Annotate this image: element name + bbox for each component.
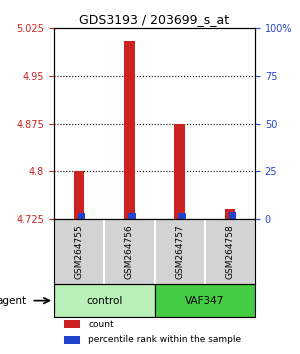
Text: percentile rank within the sample: percentile rank within the sample: [88, 335, 241, 344]
FancyBboxPatch shape: [154, 284, 255, 317]
Text: VAF347: VAF347: [185, 296, 224, 306]
Title: GDS3193 / 203699_s_at: GDS3193 / 203699_s_at: [80, 13, 230, 26]
Bar: [78, 213, 85, 219]
FancyBboxPatch shape: [54, 284, 154, 317]
Bar: [229, 212, 236, 219]
FancyBboxPatch shape: [64, 336, 80, 344]
Bar: [124, 41, 135, 219]
Text: GSM264756: GSM264756: [125, 224, 134, 279]
Text: GSM264755: GSM264755: [75, 224, 84, 279]
Text: control: control: [86, 296, 122, 306]
FancyBboxPatch shape: [64, 320, 80, 329]
Text: agent: agent: [0, 296, 26, 306]
Text: GSM264758: GSM264758: [225, 224, 234, 279]
Bar: [128, 213, 136, 219]
Bar: [174, 124, 185, 219]
Bar: [225, 210, 235, 219]
Bar: [178, 213, 186, 219]
Bar: [74, 171, 84, 219]
Text: count: count: [88, 320, 114, 329]
Text: GSM264757: GSM264757: [175, 224, 184, 279]
